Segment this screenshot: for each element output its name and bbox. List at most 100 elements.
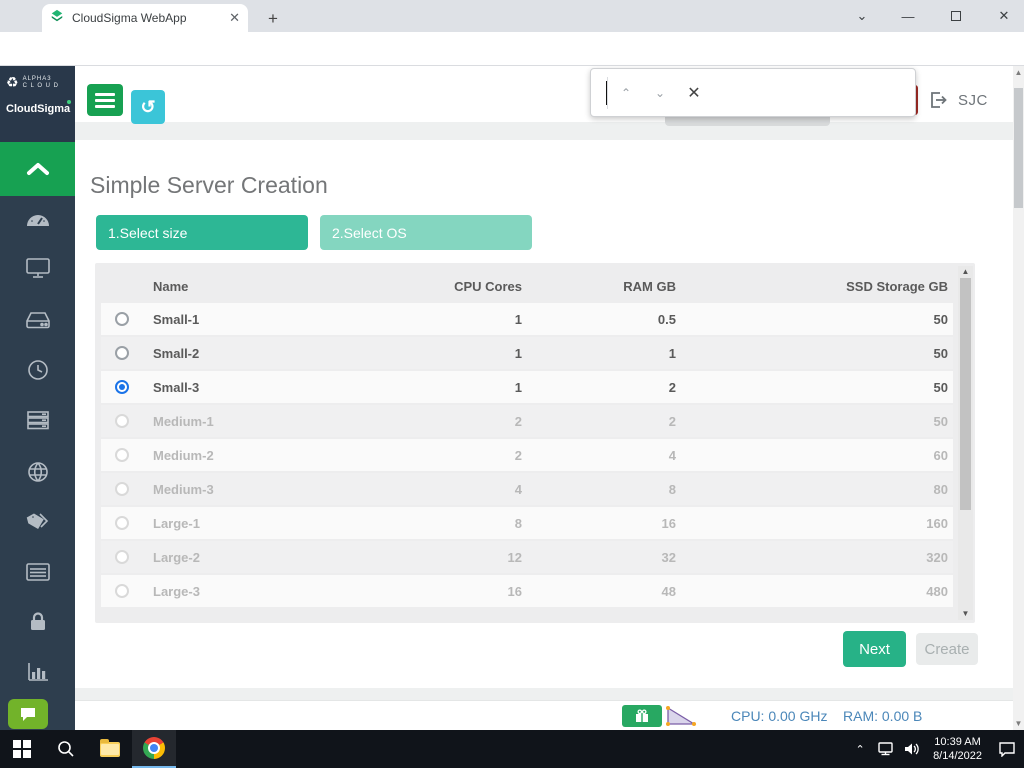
volume-icon[interactable] (899, 730, 925, 768)
scroll-down-icon[interactable]: ▼ (1014, 719, 1023, 728)
column-header-name: Name (153, 278, 189, 294)
gauge-icon (26, 215, 49, 226)
tray-chevron-up-icon[interactable]: ⌃ (855, 743, 865, 756)
window-minimize-button[interactable]: — (901, 8, 915, 24)
tab-title: CloudSigma WebApp (72, 11, 187, 25)
row-radio-button[interactable] (115, 312, 129, 326)
sidebar-item-usage[interactable] (0, 652, 75, 692)
table-scrollbar[interactable]: ▲ ▼ (958, 266, 973, 620)
table-scrollbar-thumb[interactable] (960, 278, 971, 510)
sidebar-item-network[interactable] (0, 452, 75, 492)
row-name: Small-3 (153, 379, 200, 395)
row-ssd-gb: 480 (926, 583, 948, 599)
table-row[interactable]: Medium-2 2 4 60 (101, 439, 953, 471)
browser-tab[interactable]: CloudSigma WebApp ✕ (42, 4, 248, 32)
page-scrollbar[interactable]: ▲ ▼ (1013, 66, 1024, 730)
region-label[interactable]: SJC (958, 92, 988, 109)
window-chevron-down-icon[interactable]: ⌄ (856, 8, 868, 23)
create-button[interactable]: Create (916, 633, 978, 665)
row-radio-button[interactable] (115, 448, 129, 462)
table-row[interactable]: Medium-3 4 8 80 (101, 473, 953, 505)
sidebar-item-drives[interactable] (0, 300, 75, 340)
row-name: Medium-2 (153, 447, 214, 463)
row-ssd-gb: 50 (933, 413, 948, 429)
next-button[interactable]: Next (843, 631, 906, 667)
table-row[interactable]: Large-3 16 48 480 (101, 575, 953, 607)
sidebar-item-subscriptions[interactable] (0, 552, 75, 592)
taskbar-clock[interactable]: 10:39 AM 8/14/2022 (925, 735, 990, 763)
row-radio-button[interactable] (115, 414, 129, 428)
app-status-bar (75, 700, 1013, 730)
row-radio-button[interactable] (115, 550, 129, 564)
browser-tab-strip: CloudSigma WebApp ✕ + ⌄ — ✕ (0, 0, 1024, 32)
row-ram-gb: 2 (668, 379, 676, 395)
column-header-ram: RAM GB (623, 278, 676, 294)
network-icon[interactable] (873, 730, 899, 768)
chat-bubble-icon (21, 708, 35, 721)
table-row[interactable]: Large-2 12 32 320 (101, 541, 953, 573)
sidebar-item-snapshots[interactable] (0, 350, 75, 390)
usage-sparkline-icon[interactable] (664, 704, 698, 728)
refresh-button[interactable]: ↺ (131, 90, 165, 124)
table-scroll-up-icon[interactable]: ▲ (961, 267, 970, 276)
row-radio-button[interactable] (115, 346, 129, 360)
table-row[interactable]: Small-3 1 2 50 (101, 371, 953, 403)
page-scrollbar-thumb[interactable] (1014, 88, 1023, 208)
row-radio-button[interactable] (115, 516, 129, 530)
list-card-icon (25, 563, 50, 581)
row-name: Small-2 (153, 345, 200, 361)
wizard-tab-select-size[interactable]: 1.Select size (96, 215, 308, 250)
search-icon (58, 741, 74, 757)
row-radio-button[interactable] (115, 380, 129, 394)
action-center-icon[interactable] (990, 730, 1024, 768)
sidebar-item-security[interactable] (0, 602, 75, 642)
lock-icon (30, 612, 45, 630)
row-ram-gb: 8 (668, 481, 676, 497)
row-radio-button[interactable] (115, 482, 129, 496)
start-button[interactable] (0, 730, 44, 768)
table-scroll-down-icon[interactable]: ▼ (961, 609, 970, 618)
chevron-up-icon (26, 163, 49, 175)
find-previous-icon[interactable]: ⌃ (620, 85, 632, 100)
new-tab-button[interactable]: + (268, 9, 278, 28)
column-header-cpu: CPU Cores (454, 278, 522, 294)
window-maximize-button[interactable] (936, 0, 976, 32)
row-radio-button[interactable] (115, 584, 129, 598)
tray-date: 8/14/2022 (933, 750, 982, 762)
size-table-body: Small-1 1 0.5 50 Small-2 1 1 50 Small-3 … (101, 303, 975, 607)
scroll-up-icon[interactable]: ▲ (1014, 68, 1023, 77)
find-input[interactable] (605, 77, 801, 108)
row-cpu-cores: 12 (507, 549, 522, 565)
chrome-taskbar-button[interactable] (132, 730, 176, 768)
page-title: Simple Server Creation (90, 172, 328, 198)
row-name: Large-1 (153, 515, 200, 531)
sidebar-item-tags[interactable] (0, 502, 75, 542)
find-next-icon[interactable]: ⌄ (654, 85, 666, 100)
chat-bubble-button[interactable] (8, 699, 48, 729)
tab-close-icon[interactable]: ✕ (229, 10, 240, 25)
sidebar-item-dashboard[interactable] (0, 200, 75, 240)
table-row[interactable]: Small-2 1 1 50 (101, 337, 953, 369)
sidebar-item-servers[interactable] (0, 248, 75, 288)
window-close-button[interactable]: ✕ (998, 8, 1010, 23)
row-cpu-cores: 1 (514, 379, 522, 395)
menu-toggle-button[interactable] (87, 84, 123, 116)
taskbar-search-button[interactable] (44, 730, 88, 768)
bar-chart-icon (27, 663, 48, 681)
row-ssd-gb: 80 (933, 481, 948, 497)
logout-icon[interactable] (928, 90, 952, 112)
table-row[interactable]: Large-1 8 16 160 (101, 507, 953, 539)
row-name: Large-2 (153, 549, 200, 565)
sidebar-item-hosts[interactable] (0, 400, 75, 440)
row-ram-gb: 16 (661, 515, 676, 531)
file-explorer-button[interactable] (88, 730, 132, 768)
folder-icon (100, 738, 120, 757)
sidebar-item-collapse[interactable] (0, 142, 75, 196)
wizard-tab-select-os[interactable]: 2.Select OS (320, 215, 532, 250)
table-row[interactable]: Medium-1 2 2 50 (101, 405, 953, 437)
windows-taskbar: ⌃ 10:39 AM 8/14/2022 (0, 730, 1024, 768)
find-close-icon[interactable]: ✕ (687, 84, 701, 102)
gift-promo-button[interactable] (622, 705, 662, 727)
text-caret (606, 80, 607, 105)
table-row[interactable]: Small-1 1 0.5 50 (101, 303, 953, 335)
